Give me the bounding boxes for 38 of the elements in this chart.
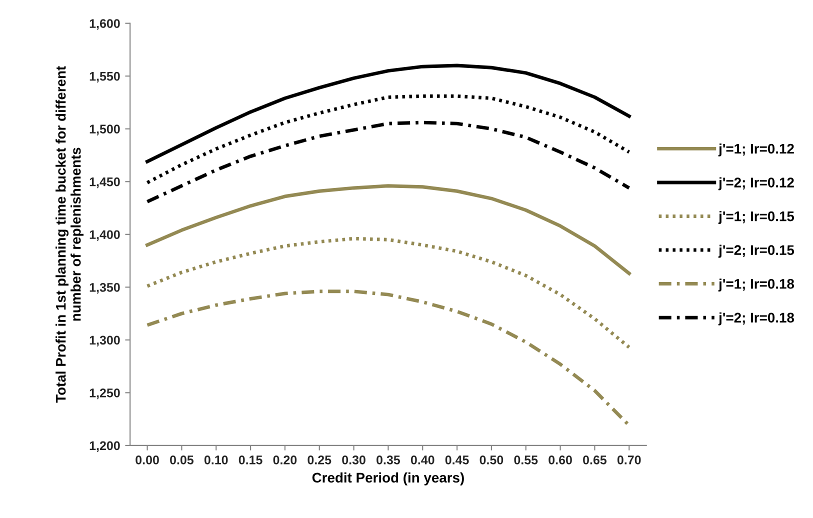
y-tick-label: 1,200 [90,441,120,452]
legend-label: j'=1; Ir=0.12 [718,143,794,156]
x-tick-label: 0.15 [238,456,262,464]
x-axis-title: Credit Period (in years) [312,472,464,486]
legend-label: j'=2; Ir=0.18 [718,312,794,326]
y-axis-title: Total Profit in 1st planning time bucket for different number of replenishments [56,66,84,403]
y-tick-label: 1,600 [90,19,120,30]
y-tick-label: 1,450 [90,177,120,188]
y-tick-label: 1,350 [90,282,120,294]
x-tick-label: 0.20 [273,456,297,464]
y-tick-label: 1,550 [90,72,120,83]
x-tick-label: 0.60 [548,456,572,464]
x-tick-label: 0.70 [617,456,641,464]
legend-label: j'=2; Ir=0.15 [718,244,794,258]
line-series [146,64,631,164]
line-series [146,94,631,184]
legend-label: j'=1; Ir=0.15 [718,211,794,224]
legend-label: j'=2; Ir=0.12 [718,177,794,190]
x-tick-label: 0.10 [204,456,228,464]
x-tick-label: 0.30 [342,456,366,464]
y-tick-label: 1,500 [90,124,120,136]
x-tick-label: 0.45 [445,456,469,464]
line-series [146,184,631,276]
x-tick-label: 0.65 [583,456,607,464]
line-series [146,120,631,204]
x-tick-label: 0.25 [308,456,332,464]
x-tick-label: 0.35 [376,456,400,464]
y-tick-label: 1,300 [90,336,120,346]
x-tick-label: 0.50 [480,456,504,464]
x-tick-label: 0.05 [170,456,194,464]
x-tick-label: 0.40 [410,456,434,464]
y-tick-label: 1,400 [90,230,120,241]
legend-label: j'=1; Ir=0.18 [718,278,794,292]
y-tick-label: 1,250 [90,388,120,400]
x-tick-label: 0.00 [136,456,159,464]
x-tick-label: 0.55 [514,456,538,464]
line-series [146,290,631,428]
line-series [146,236,631,350]
